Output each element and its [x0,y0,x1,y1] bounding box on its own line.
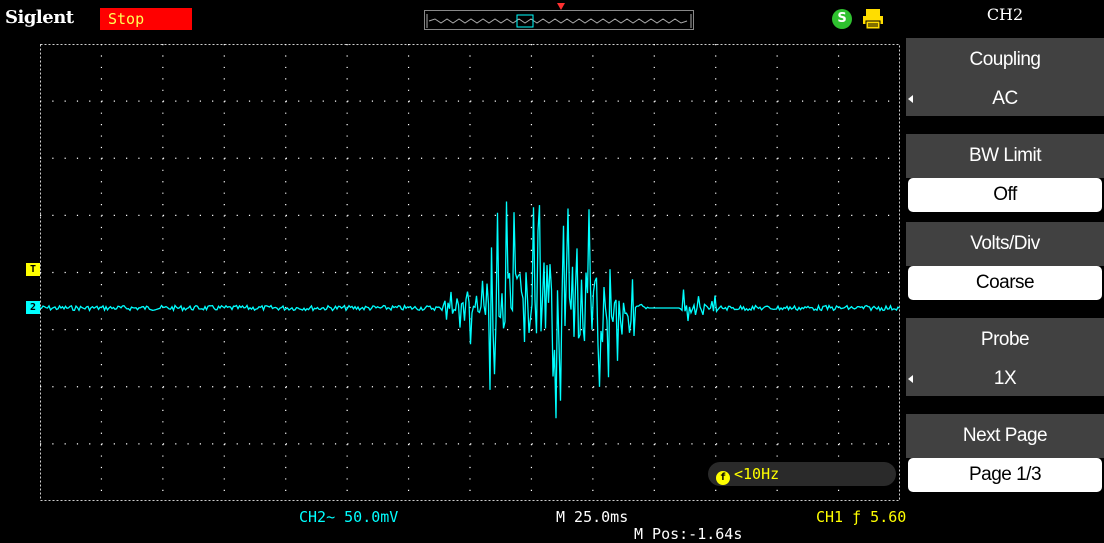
timebase: M 25.0ms [556,508,629,526]
menu-volts-div-label: Volts/Div [906,222,1104,266]
printer-icon [863,9,883,30]
caret-left-icon [908,375,913,383]
menu-next-page-label: Next Page [906,414,1104,458]
menu-bw-limit-label: BW Limit [906,134,1104,178]
frequency-counter: f <10Hz [708,462,896,486]
frequency-icon: f [716,471,730,485]
top-status-bar: Siglent Stop S [0,0,906,40]
menu-next-page[interactable]: Next Page Page 1/3 [906,414,1104,496]
menu-coupling[interactable]: Coupling AC [906,38,1104,120]
memory-position-bar [424,10,694,30]
trigger-level-readout: CH1 ƒ 5.60mV [816,508,925,526]
ch2-waveform [40,201,900,419]
usb-icon: S [832,9,852,29]
ch2-menu: CH2 Coupling AC BW Limit Off Volts/Div C… [906,0,1104,543]
menu-probe-value[interactable]: 1X [906,362,1104,396]
menu-bw-limit-value[interactable]: Off [908,178,1102,212]
menu-probe[interactable]: Probe 1X [906,318,1104,400]
trigger-level-marker[interactable]: T [26,263,40,276]
menu-next-page-value[interactable]: Page 1/3 [908,458,1102,492]
menu-coupling-value[interactable]: AC [906,82,1104,116]
caret-left-icon [908,95,913,103]
run-stop-status[interactable]: Stop [100,8,192,30]
menu-volts-div[interactable]: Volts/Div Coarse [906,222,1104,304]
ch2-scale: CH2~ 50.0mV [299,508,399,526]
brand-logo: Siglent [5,7,74,28]
horizontal-position: M Pos:-1.64s [634,525,743,543]
trigger-position-marker [557,3,565,10]
menu-probe-label: Probe [906,318,1104,362]
menu-coupling-label: Coupling [906,38,1104,82]
bottom-status-bar [0,501,906,543]
waveform-display[interactable] [40,44,900,501]
menu-volts-div-value[interactable]: Coarse [908,266,1102,300]
graticule [40,44,900,501]
ch2-offset-marker[interactable]: 2 [26,301,40,314]
frequency-value: <10Hz [734,465,780,483]
menu-title: CH2 [986,5,1024,24]
menu-bw-limit[interactable]: BW Limit Off [906,134,1104,216]
